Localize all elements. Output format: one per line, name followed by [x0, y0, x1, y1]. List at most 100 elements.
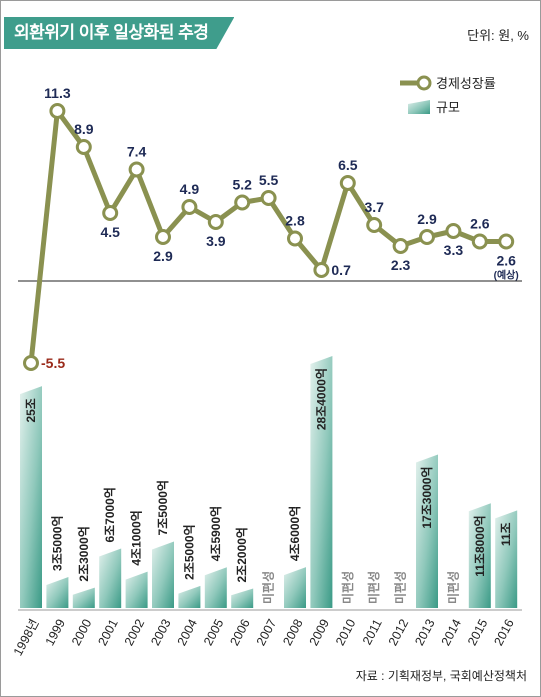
bar-3: [99, 548, 122, 608]
growth-point-11: [313, 262, 330, 278]
bar-label-8: 2조2000억: [235, 527, 249, 582]
x-tick-label-8: 2006: [227, 617, 252, 648]
growth-label-2: 8.9: [74, 121, 94, 137]
growth-label-10: 2.8: [285, 213, 305, 229]
bar-label-0: 25조: [24, 398, 38, 422]
growth-label-4: 7.4: [127, 144, 147, 160]
bar-17: [468, 503, 491, 608]
growth-label-3: 4.5: [100, 224, 120, 240]
x-tick-label-6: 2004: [175, 617, 200, 648]
growth-point-0: [23, 355, 39, 371]
bar-15: [416, 454, 438, 608]
growth-label-17: 2.6: [470, 216, 490, 232]
x-tick-label-2: 2000: [69, 617, 94, 648]
unit-note: 단위: 원, %: [467, 28, 529, 43]
growth-point-18: [498, 233, 515, 250]
legend-label-size: 규모: [436, 100, 460, 115]
x-tick-label-15: 2013: [412, 617, 437, 648]
growth-label-0: -5.5: [41, 355, 65, 371]
bar-label-5: 7조5000억: [156, 480, 170, 535]
bar-1: [46, 576, 69, 608]
growth-label-5: 2.9: [153, 248, 173, 264]
bar-5: [152, 541, 174, 608]
growth-point-13: [366, 217, 383, 233]
bar-8: [231, 588, 254, 608]
x-tick-label-9: 2007: [254, 617, 279, 648]
x-tick-label-12: 2010: [333, 617, 358, 648]
growth-point-1: [49, 103, 66, 119]
growth-label-18: 2.6: [496, 253, 516, 269]
growth-point-17: [471, 233, 488, 250]
growth-label-15: 2.9: [417, 211, 437, 227]
bar-label-17: 11조8000억: [473, 515, 487, 576]
x-tick-label-17: 2015: [465, 617, 490, 648]
bars-layer: 25조 3조5000억 2조3000억 6조7000억 4조1000억 7조5000억 2조…: [20, 356, 518, 608]
bar-label-13: 미편성: [366, 571, 381, 604]
bar-6: [178, 585, 201, 608]
growth-point-16: [445, 223, 462, 239]
growth-point-3: [102, 205, 119, 221]
growth-label-11: 0.7: [331, 262, 351, 278]
growth-point-6: [181, 199, 198, 215]
x-tick-label-13: 2011: [360, 617, 385, 647]
growth-point-2: [75, 139, 92, 155]
growth-point-7: [207, 214, 224, 230]
growth-label-6: 4.9: [180, 181, 200, 197]
bar-10: [284, 567, 306, 608]
bar-label-9: 미편성: [261, 571, 276, 604]
bar-label-4: 4조1000억: [130, 510, 144, 565]
bar-4: [125, 571, 148, 608]
x-tick-label-5: 2003: [148, 617, 173, 648]
bar-label-3: 6조7000억: [103, 487, 117, 542]
chart-title: 외환위기 이후 일상화된 추경: [4, 17, 234, 49]
bar-label-11: 28조4000억: [314, 368, 328, 430]
bar-11: [310, 356, 333, 608]
legend-item-size: 규모: [408, 100, 460, 115]
growth-point-4: [128, 161, 145, 178]
bar-swatch-icon: [408, 100, 430, 114]
growth-label-13: 3.7: [364, 199, 384, 215]
x-tick-label-18: 2016: [491, 617, 516, 648]
bar-0: [20, 386, 42, 608]
bar-label-7: 4조5900억: [209, 506, 223, 561]
growth-point-9: [260, 190, 277, 206]
legend: 경제성장률 규모: [400, 75, 496, 115]
bar-2: [72, 587, 95, 608]
growth-label-1: 11.3: [44, 85, 71, 101]
bar-7: [204, 567, 227, 608]
growth-point-8: [234, 194, 251, 211]
growth-label-8: 5.2: [232, 177, 252, 193]
line-layer: -5.5 11.3 8.9 4.5 7.4 2.9 4.9 3.9 5.2 5.5 2.8 0.7 6.…: [23, 85, 519, 371]
x-tick-label-3: 2001: [95, 617, 120, 648]
bar-label-16: 미편성: [445, 571, 460, 604]
bar-label-2: 2조3000억: [77, 526, 91, 581]
growth-point-12: [339, 175, 356, 191]
growth-point-10: [287, 230, 303, 247]
bar-label-15: 17조3000억: [420, 466, 434, 528]
x-tick-label-16: 2014: [439, 617, 464, 648]
legend-item-growth: 경제성장률: [400, 75, 496, 91]
growth-point-14: [392, 238, 409, 254]
x-tick-label-4: 2002: [122, 617, 147, 648]
bar-label-12: 미편성: [340, 571, 355, 604]
x-axis: 1998년 1999 2000 2001 2002 2003 2004 2005 2006 200…: [11, 609, 522, 658]
x-tick-label-0: 1998년: [11, 617, 42, 658]
line-circle-icon-marker: [416, 75, 432, 91]
bar-label-10: 4조6000억: [288, 506, 302, 561]
x-tick-label-10: 2008: [280, 617, 305, 648]
x-tick-label-7: 2005: [201, 617, 226, 648]
bar-label-6: 2조5000억: [182, 524, 196, 579]
forecast-note: (예상): [494, 269, 519, 282]
growth-point-5: [155, 229, 171, 245]
bar-18: [495, 510, 518, 608]
x-tick-label-1: 1999: [43, 617, 68, 648]
legend-label-growth: 경제성장률: [436, 76, 496, 91]
bar-label-14: 미편성: [393, 571, 408, 604]
bar-label-18: 11조: [499, 522, 513, 546]
source-note: 자료 : 기획재정부, 국회예산정책처: [355, 669, 527, 683]
x-tick-label-14: 2012: [386, 617, 411, 648]
x-tick-label-11: 2009: [307, 617, 332, 648]
bar-label-1: 3조5000억: [50, 515, 64, 570]
